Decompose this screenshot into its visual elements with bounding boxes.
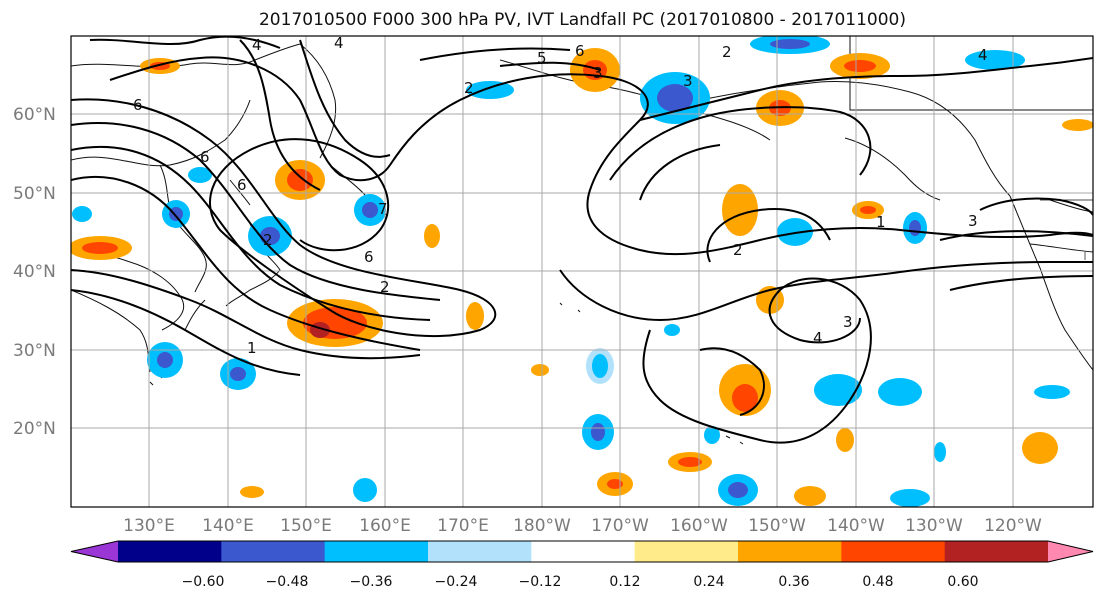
colorbar-tick-label: −0.24 bbox=[435, 574, 478, 590]
longitude-label: 180°W bbox=[513, 516, 571, 536]
ivt-contours bbox=[71, 36, 1093, 444]
colorbar-bin bbox=[634, 541, 739, 562]
contour-label: 7 bbox=[378, 200, 388, 218]
coastlines bbox=[71, 36, 1093, 445]
contour-label: 4 bbox=[813, 329, 823, 347]
colorbar-bin bbox=[324, 541, 429, 562]
contour-label: 2 bbox=[380, 278, 390, 296]
contour-label: 4 bbox=[978, 46, 988, 64]
contour-label: 3 bbox=[843, 313, 853, 331]
longitude-label: 150°W bbox=[748, 516, 806, 536]
colorbar-tick-label: −0.36 bbox=[350, 574, 393, 590]
latitude-label: 60°N bbox=[13, 105, 56, 125]
longitude-label: 150°E bbox=[280, 516, 332, 536]
colorbar-tick-label: 0.12 bbox=[609, 574, 640, 590]
colorbar-tick-label: −0.60 bbox=[182, 574, 225, 590]
colorbar-bin bbox=[841, 541, 946, 562]
contour-label: 2 bbox=[722, 43, 732, 61]
colorbar-outline bbox=[70, 540, 1094, 563]
contour-label: 2 bbox=[464, 79, 474, 97]
contour-label: 6 bbox=[237, 176, 247, 194]
colorbar-bin bbox=[531, 541, 636, 562]
colorbar-ticks: −0.60 −0.48 −0.36 −0.24 −0.12 0.12 0.24 … bbox=[182, 574, 979, 590]
contour-labels: 4 4 5 6 6 2 2 2 3 3 6 6 7 6 2 1 2 4 3 1 bbox=[133, 34, 988, 357]
colorbar-bin bbox=[118, 541, 222, 562]
colorbar-tick-label: 0.24 bbox=[693, 574, 724, 590]
latitude-axis: 60°N 50°N 40°N 30°N 20°N bbox=[13, 105, 56, 439]
longitude-axis: 130°E 140°E 150°E 160°E 170°E 180°W 170°… bbox=[123, 516, 1042, 536]
gridlines bbox=[71, 36, 1093, 507]
longitude-label: 130°E bbox=[123, 516, 175, 536]
colorbar-tick-label: 0.36 bbox=[778, 574, 809, 590]
longitude-label: 160°W bbox=[670, 516, 728, 536]
colorbar-tick-label: 0.60 bbox=[947, 574, 978, 590]
contour-label: 2 bbox=[733, 241, 743, 259]
contour-label: 4 bbox=[334, 34, 344, 52]
longitude-label: 140°E bbox=[202, 516, 254, 536]
contour-label: 6 bbox=[575, 42, 585, 60]
contour-label: 5 bbox=[537, 49, 547, 67]
contour-label: 6 bbox=[200, 148, 210, 166]
contour-label: 2 bbox=[263, 231, 273, 249]
contour-label: 3 bbox=[968, 212, 978, 230]
contour-label: 6 bbox=[133, 96, 143, 114]
longitude-label: 170°E bbox=[437, 516, 489, 536]
longitude-label: 130°W bbox=[905, 516, 963, 536]
latitude-label: 40°N bbox=[13, 262, 56, 282]
colorbar-bin bbox=[738, 541, 842, 562]
contour-label: 6 bbox=[364, 248, 374, 266]
colorbar-extend-high bbox=[1048, 541, 1093, 562]
contour-label: 1 bbox=[876, 213, 886, 231]
colorbar-bin bbox=[221, 541, 326, 562]
colorbar-tick-label: 0.48 bbox=[862, 574, 893, 590]
map-title: 2017010500 F000 300 hPa PV, IVT Landfall… bbox=[258, 10, 906, 30]
longitude-label: 120°W bbox=[984, 516, 1042, 536]
colorbar-tick-label: −0.48 bbox=[266, 574, 309, 590]
longitude-label: 160°E bbox=[359, 516, 411, 536]
colorbar bbox=[70, 540, 1094, 563]
contour-label: 3 bbox=[593, 64, 603, 82]
colorbar-bin bbox=[944, 541, 1049, 562]
longitude-label: 140°W bbox=[827, 516, 885, 536]
longitude-label: 170°W bbox=[591, 516, 649, 536]
contour-label: 1 bbox=[247, 339, 257, 357]
latitude-label: 50°N bbox=[13, 184, 56, 204]
colorbar-bin bbox=[428, 541, 532, 562]
colorbar-tick-label: −0.12 bbox=[519, 574, 562, 590]
contour-label: 3 bbox=[683, 72, 693, 90]
latitude-label: 20°N bbox=[13, 419, 56, 439]
latitude-label: 30°N bbox=[13, 341, 56, 361]
colorbar-extend-low bbox=[71, 541, 118, 562]
contour-label: 4 bbox=[252, 36, 262, 54]
map-frame bbox=[70, 35, 1094, 508]
